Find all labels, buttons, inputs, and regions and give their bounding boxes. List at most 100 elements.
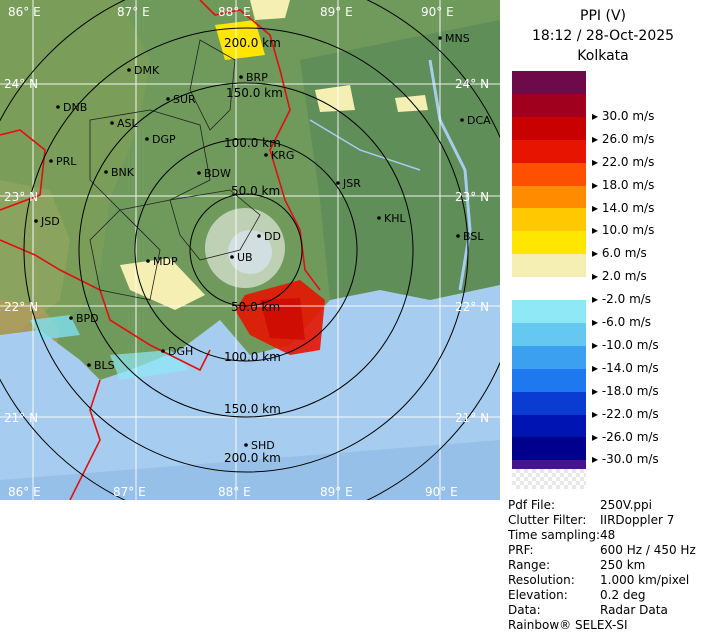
state-boundary-south <box>0 239 211 372</box>
legend-swatch <box>512 437 586 461</box>
legend-label: ▸ 14.0 m/s <box>592 200 655 215</box>
metadata-row: Pdf File: 250V.ppi <box>508 498 704 513</box>
echo-patch-mdp <box>120 258 205 310</box>
station-bdw: BDW <box>204 167 231 180</box>
lon-label-90-top: 90° E <box>421 5 454 19</box>
legend-swatch <box>512 368 586 392</box>
product-title: PPI (V) <box>580 8 626 24</box>
legend-label: ▸ -2.0 m/s <box>592 292 652 307</box>
legend-label: ▸ 6.0 m/s <box>592 246 647 261</box>
metadata-value: IIRDoppler 7 <box>600 513 675 527</box>
station-asl: ASL <box>117 117 139 130</box>
station-mdp: MDP <box>153 255 178 268</box>
station-dgp: DGP <box>152 133 176 146</box>
radar-map[interactable]: 86° E 87° E 88° E 89° E 90° E 86° E 87° … <box>0 0 500 500</box>
range-label-50-n: 50.0 km <box>231 184 280 198</box>
legend-row: ▸ -2.0 m/s <box>512 277 688 306</box>
legend-swatch <box>512 71 586 94</box>
station-bpd: BPD <box>76 312 99 325</box>
legend-label: ▸ 30.0 m/s <box>592 108 655 123</box>
river-meghna <box>428 59 472 291</box>
metadata-value: 250 km <box>600 558 646 572</box>
legend-swatch <box>512 391 586 415</box>
legend-swatch <box>512 345 586 369</box>
legend-label: ▸ 22.0 m/s <box>592 154 655 169</box>
metadata-key: Clutter Filter: <box>508 513 587 527</box>
no-data-swatch <box>512 469 586 489</box>
station-prl: PRL <box>56 155 77 168</box>
deep-sea <box>0 440 500 500</box>
legend-label: ▸ -22.0 m/s <box>592 406 659 421</box>
eastern-plain <box>300 20 500 300</box>
legend-row: ▸ 18.0 m/s <box>512 162 688 192</box>
legend-row: ▸ 10.0 m/s <box>512 208 688 237</box>
side-panel: PPI (V) 18:12 / 28-Oct-2025 Kolkata ▸ 30… <box>500 0 706 642</box>
station-dd: DD <box>264 230 281 243</box>
lat-label-21-right: 21° N <box>455 411 489 425</box>
lat-label-24-right: 24° N <box>455 77 489 91</box>
lon-label-87-bottom: 87° E <box>113 485 146 499</box>
metadata-key: Resolution: <box>508 573 575 587</box>
lon-label-88-bottom: 88° E <box>218 485 251 499</box>
metadata-value: 1.000 km/pixel <box>600 573 690 587</box>
lon-label-89-bottom: 89° E <box>320 485 353 499</box>
district-borders-2 <box>169 189 261 261</box>
echo-patch-ne <box>395 95 428 112</box>
legend-row: ▸ 14.0 m/s <box>512 185 688 215</box>
metadata-value: 48 <box>600 528 616 542</box>
echo-patch-top <box>250 0 290 20</box>
legend-row <box>512 71 688 94</box>
station-khl: KHL <box>384 212 406 225</box>
metadata-value: 250V.ppi <box>600 498 652 512</box>
echo-patch-coast <box>110 350 190 380</box>
legend-swatch <box>512 162 586 186</box>
product-datetime: 18:12 / 28-Oct-2025 <box>531 28 675 44</box>
metadata-key: Data: <box>508 603 541 617</box>
legend-row: ▸ -18.0 m/s <box>512 368 688 398</box>
station-bls: BLS <box>94 359 115 372</box>
legend-row: ▸ -26.0 m/s <box>512 414 688 444</box>
legend-swatch <box>512 139 586 163</box>
legend-label: ▸ 2.0 m/s <box>592 269 647 284</box>
range-label-150-s: 150.0 km <box>224 402 281 416</box>
metadata-row: Clutter Filter: IIRDoppler 7 <box>508 513 704 528</box>
station-jsr: JSR <box>342 177 361 190</box>
range-label-50-s: 50.0 km <box>231 300 280 314</box>
metadata-key: Elevation: <box>508 588 568 602</box>
echo-patch-north <box>315 85 355 112</box>
legend-swatch <box>512 254 586 278</box>
legend-label: ▸ -10.0 m/s <box>592 337 659 352</box>
station-jsd: JSD <box>40 215 60 228</box>
echo-patch-sundarbans-core <box>260 298 305 340</box>
legend-label: ▸ 18.0 m/s <box>592 177 655 192</box>
legend-label: ▸ -18.0 m/s <box>592 383 659 398</box>
metadata-value: 0.2 deg <box>600 588 646 602</box>
lon-label-88-top: 88° E <box>218 5 251 19</box>
lon-label-86-top: 86° E <box>8 5 41 19</box>
legend-row: ▸ 6.0 m/s <box>512 231 688 260</box>
station-bnk: BNK <box>111 166 135 179</box>
legend-label: ▸ 10.0 m/s <box>592 223 655 238</box>
station-sur: SUR <box>173 93 196 106</box>
range-label-200-s: 200.0 km <box>224 451 281 465</box>
footer-brand: Rainbow® SELEX-SI <box>508 618 628 632</box>
legend-swatch <box>512 93 586 117</box>
lat-label-23-right: 23° N <box>455 190 489 204</box>
lat-label-22-right: 22° N <box>455 300 489 314</box>
lon-label-86-bottom: 86° E <box>8 485 41 499</box>
coastline-odisha <box>69 379 101 500</box>
station-markers: DMK DNB SUR BRP ASL DGP PRL BNK KRG BDW … <box>34 32 491 452</box>
range-label-100-n: 100.0 km <box>224 136 281 150</box>
lon-label-89-top: 89° E <box>320 5 353 19</box>
station-dnb: DNB <box>63 101 87 114</box>
lat-label-22-left: 22° N <box>4 300 38 314</box>
station-dgh: DGH <box>168 345 193 358</box>
metadata-row: Resolution: 1.000 km/pixel <box>508 573 704 588</box>
metadata-row: Elevation: 0.2 deg <box>508 588 704 603</box>
legend-row: ▸ -6.0 m/s <box>512 300 688 329</box>
legend-swatch <box>512 231 586 255</box>
legend-swatch <box>512 116 586 140</box>
metadata-key: Pdf File: <box>508 498 556 512</box>
legend-label: ▸ -14.0 m/s <box>592 360 659 375</box>
legend-row: ▸ -22.0 m/s <box>512 391 688 421</box>
